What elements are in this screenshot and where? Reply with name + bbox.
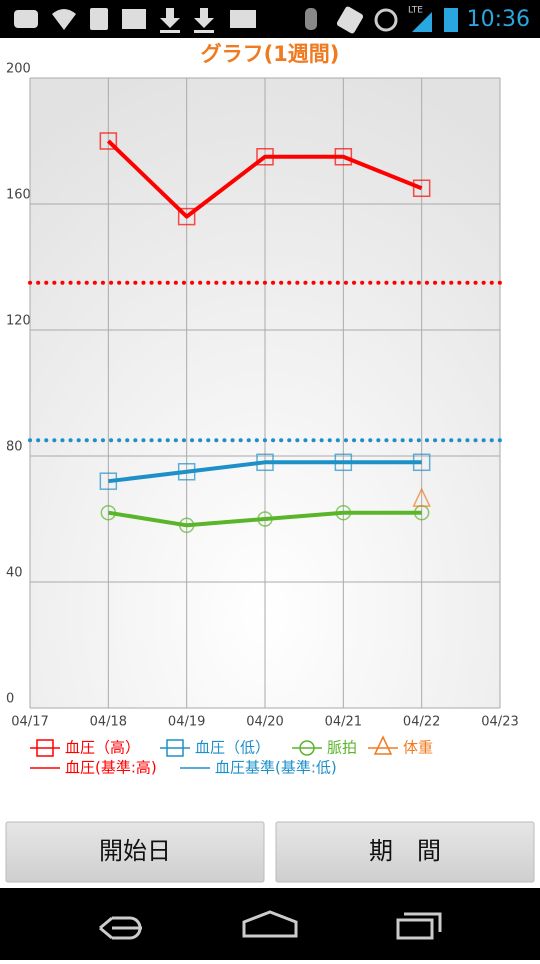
home-button[interactable] <box>242 910 298 938</box>
legend-marker <box>36 739 54 757</box>
chart: 0 40 80 120 160 200 04/17 04/18 04/19 04/20 04/21 0… <box>6 62 519 730</box>
marker <box>412 453 431 472</box>
legend-marker <box>166 739 184 757</box>
button-label: 期 間 <box>369 837 441 865</box>
marker <box>177 463 196 481</box>
marker <box>334 148 353 166</box>
nav-bar <box>0 888 540 960</box>
period-button[interactable] <box>275 821 535 883</box>
recent-button[interactable] <box>396 912 442 940</box>
legend-marker <box>299 740 315 756</box>
marker <box>335 504 352 521</box>
status-bar <box>0 0 540 38</box>
marker <box>412 487 431 507</box>
x-tick-label: 04/17 <box>11 715 48 730</box>
series-line <box>108 510 422 528</box>
marker <box>99 472 118 490</box>
marker <box>334 453 353 472</box>
marker <box>177 207 196 226</box>
x-tick-label: 04/21 <box>325 715 362 730</box>
series-line <box>106 139 423 219</box>
legend-label: 血圧基準(基準:低) <box>215 759 337 777</box>
y-tick-label: 200 <box>6 62 31 77</box>
x-tick-label: 04/23 <box>481 715 518 730</box>
y-tick-label: 80 <box>6 440 23 455</box>
y-tick-label: 160 <box>6 188 31 203</box>
x-tick-label: 04/19 <box>168 715 205 730</box>
series-line <box>108 460 422 484</box>
x-tick-label: 04/22 <box>403 715 440 730</box>
y-tick-label: 0 <box>6 692 14 707</box>
button-label: 開始日 <box>99 837 171 865</box>
marker <box>100 504 117 521</box>
marker <box>412 179 431 197</box>
chart-title: グラフ(1週間) <box>201 42 340 66</box>
legend-label: 体重 <box>403 739 433 757</box>
clock: 10:36 <box>467 7 530 32</box>
back-button[interactable] <box>99 916 142 940</box>
marker <box>99 132 118 150</box>
x-tick-label: 04/18 <box>90 715 127 730</box>
marker <box>257 511 273 527</box>
marker <box>178 517 195 534</box>
network-label: LTE <box>408 6 423 16</box>
legend-label: 血圧(基準:高) <box>65 759 157 777</box>
y-tick-label: 120 <box>6 314 31 329</box>
marker <box>256 148 274 166</box>
legend-label: 血圧（高） <box>65 739 140 757</box>
legend-label: 脈拍 <box>327 739 357 757</box>
x-tick-label: 04/20 <box>246 715 283 730</box>
marker <box>256 453 274 472</box>
start-date-button[interactable] <box>5 821 265 883</box>
legend-label: 血圧（低） <box>195 739 270 757</box>
status-icons <box>14 6 458 34</box>
legend-marker <box>373 735 393 755</box>
y-tick-label: 40 <box>6 566 23 581</box>
